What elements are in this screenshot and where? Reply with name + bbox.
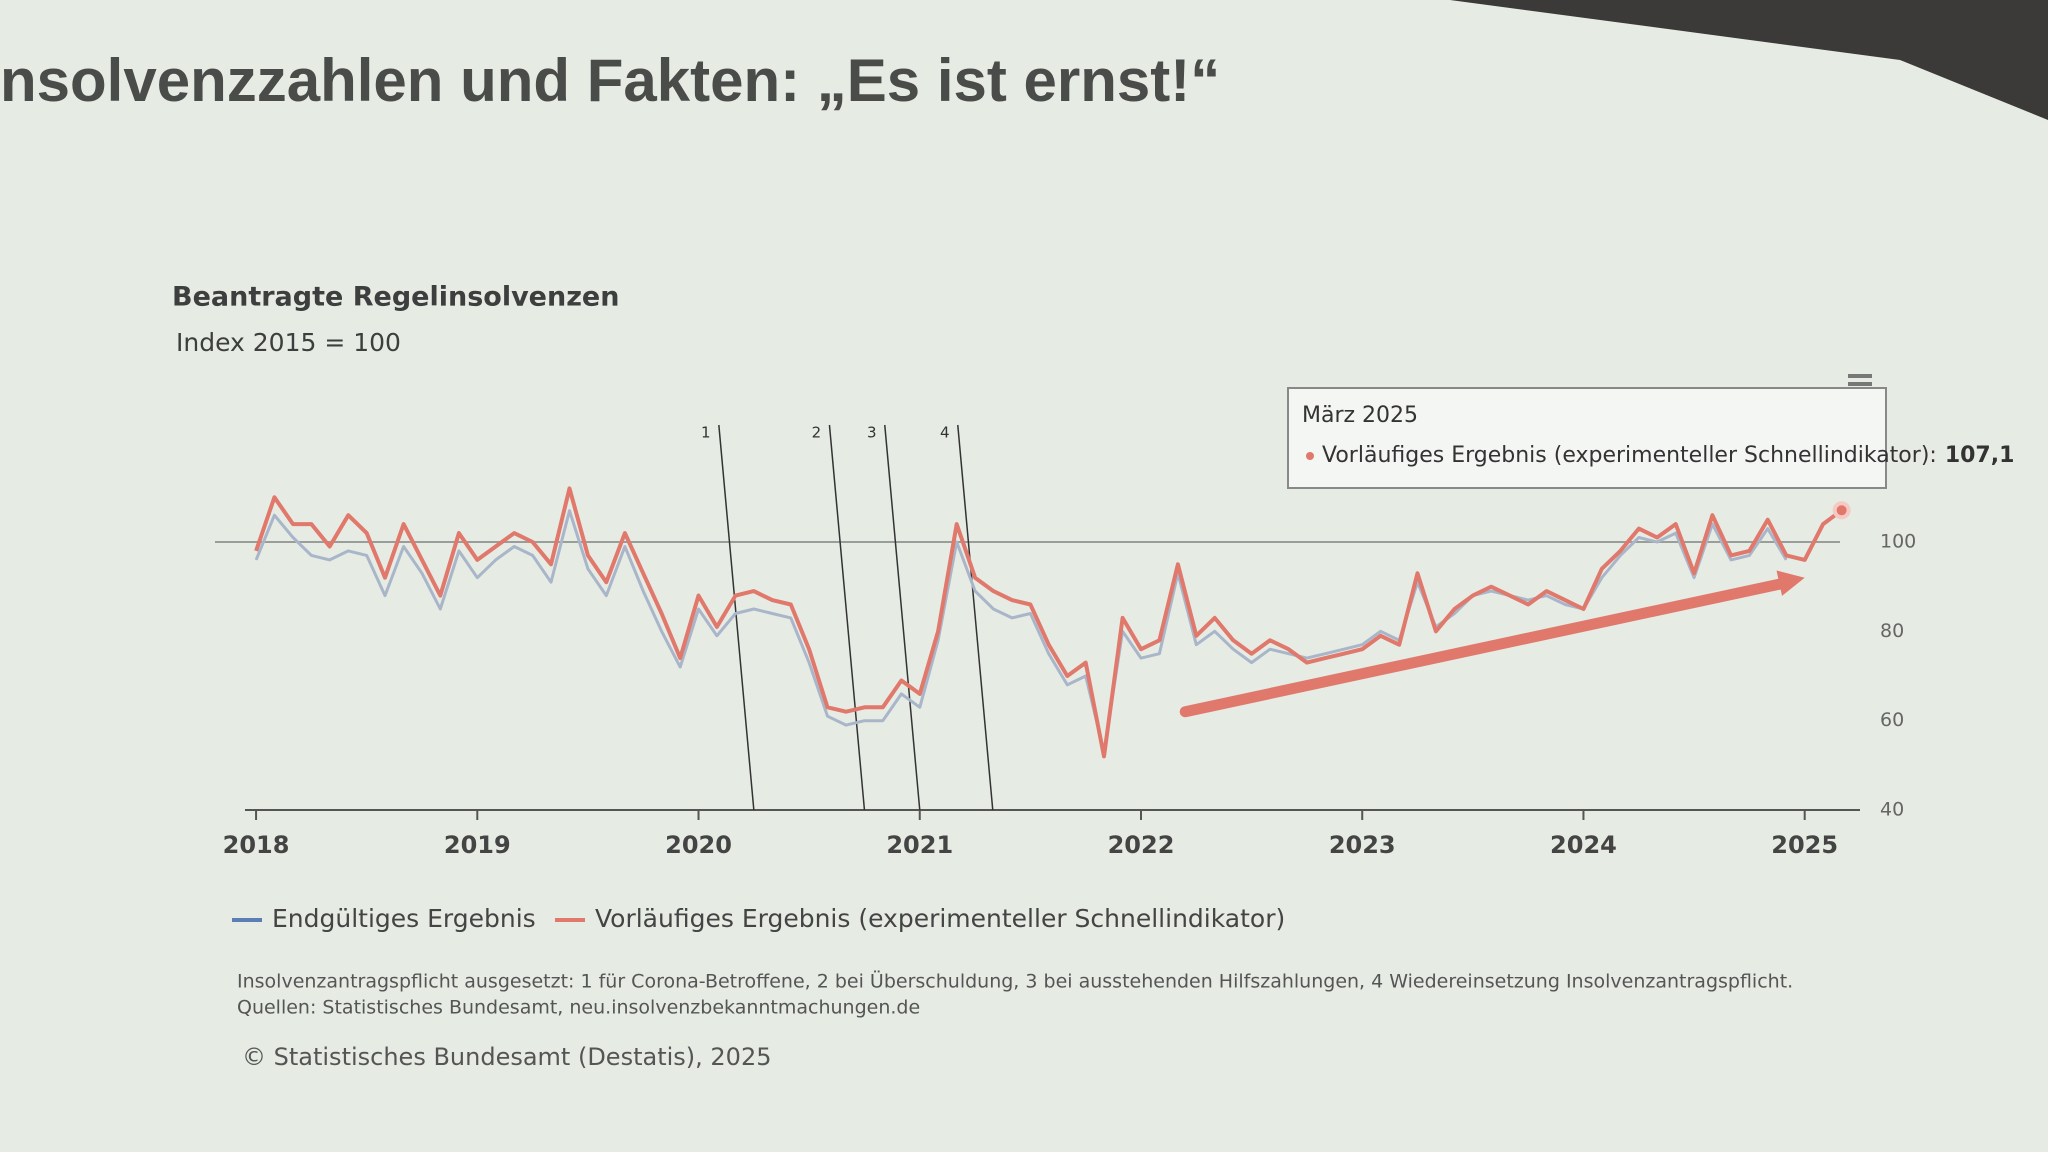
series-line [254, 486, 1843, 759]
tooltip-label: Vorläufiges Ergebnis (experimenteller Sc… [1322, 443, 1937, 468]
event-label: 4 [940, 424, 950, 442]
event-line [828, 424, 866, 811]
tooltip-value: 107,1 [1945, 443, 2015, 468]
chart-subtitle: Index 2015 = 100 [176, 328, 401, 357]
event-label: 2 [812, 424, 822, 442]
event-line [718, 424, 755, 811]
x-tick-label: 2024 [1550, 831, 1617, 859]
chart-title: Beantragte Regelinsolvenzen [172, 282, 619, 313]
tooltip-box [1287, 387, 1887, 489]
y-tick-label: 60 [1880, 709, 1904, 731]
x-tick-label: 2018 [223, 831, 290, 859]
x-tick-label: 2020 [665, 831, 732, 859]
slide-title: nsolvenzzahlen und Fakten: „Es ist ernst… [0, 47, 1220, 114]
footnote: Insolvenzantragspflicht ausgesetzt: 1 fü… [237, 970, 1793, 993]
x-tick-label: 2019 [444, 831, 511, 859]
y-tick-label: 80 [1880, 620, 1904, 642]
x-tick-label: 2023 [1329, 831, 1396, 859]
x-tick-label: 2025 [1771, 831, 1838, 859]
event-line [957, 424, 994, 811]
highlight-point [1832, 501, 1851, 520]
trend-arrow-head [1776, 570, 1805, 596]
copyright: © Statistisches Bundesamt (Destatis), 20… [242, 1043, 771, 1071]
series-line [254, 509, 1788, 754]
event-label: 1 [701, 424, 711, 442]
legend-label: Endgültiges Ergebnis [272, 904, 536, 933]
background-corner [1450, 0, 2048, 120]
tooltip-bullet [1306, 452, 1314, 460]
trend-arrow [1179, 576, 1797, 718]
x-tick-label: 2021 [886, 831, 953, 859]
footnote: Quellen: Statistisches Bundesamt, neu.in… [237, 997, 920, 1019]
x-tick-label: 2022 [1108, 831, 1175, 859]
event-label: 3 [867, 424, 877, 442]
y-tick-label: 40 [1880, 799, 1904, 821]
event-line [884, 424, 921, 811]
y-tick-label: 100 [1880, 531, 1916, 553]
tooltip-title: März 2025 [1302, 403, 1418, 428]
legend-label: Vorläufiges Ergebnis (experimenteller Sc… [595, 904, 1285, 933]
menu-bar [1848, 374, 1872, 378]
menu-bar [1848, 382, 1872, 386]
